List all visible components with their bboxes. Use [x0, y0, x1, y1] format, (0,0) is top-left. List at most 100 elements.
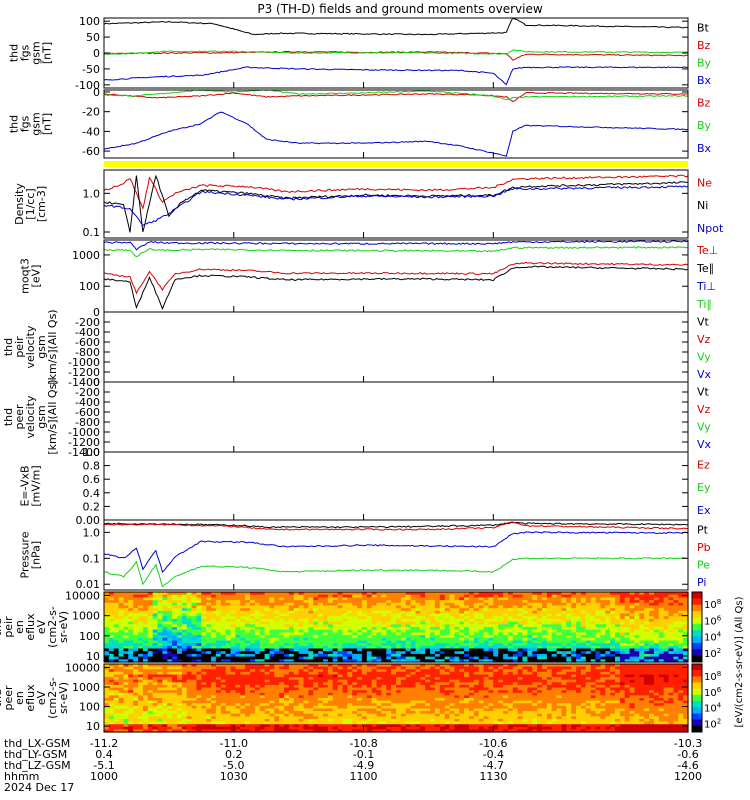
spectrogram-cell [259, 618, 266, 623]
spectrogram-cell [220, 640, 227, 644]
spectrogram-cell [663, 613, 670, 617]
spectrogram-cell [318, 594, 324, 598]
spectrogram-cell [274, 721, 280, 725]
spectrogram-cell [293, 669, 300, 673]
spectrogram-cell [400, 645, 407, 650]
spectrogram-cell [177, 632, 183, 636]
spectrogram-cell [138, 656, 144, 660]
spectrogram-cell [230, 682, 236, 686]
spectrogram-cell [323, 705, 329, 709]
spectrogram-cell [206, 682, 212, 686]
spectrogram-cell [264, 643, 271, 647]
spectrogram-cell [537, 618, 543, 623]
spectrogram-cell [245, 700, 251, 704]
spectrogram-cell [279, 629, 285, 633]
spectrogram-cell [556, 627, 563, 631]
spectrogram-cell [634, 616, 640, 620]
spectrogram-cell [108, 621, 115, 625]
spectrogram-cell [240, 653, 246, 658]
spectrogram-cell [288, 605, 295, 609]
spectrogram-cell [454, 624, 460, 628]
spectrogram-cell [653, 627, 660, 631]
spectrogram-cell [473, 608, 480, 612]
spectrogram-cell [327, 682, 334, 686]
spectrogram-cell [347, 624, 353, 628]
spectrogram-cell [556, 659, 563, 663]
spectrogram-cell [561, 656, 567, 660]
spectrogram-cell [162, 716, 168, 720]
spectrogram-cell [201, 669, 207, 673]
spectrogram-cell [619, 629, 626, 633]
spectrogram-cell [619, 621, 626, 625]
spectrogram-cell [352, 637, 358, 642]
spectrogram-cell [303, 608, 309, 612]
spectrogram-cell [561, 648, 567, 652]
spectrogram-cell [352, 677, 358, 681]
spectrogram-cell [133, 592, 139, 596]
spectrogram-cell [352, 700, 358, 704]
spectrogram-cell [206, 640, 212, 644]
panel-frame [103, 451, 689, 521]
spectrogram-cell [264, 708, 271, 712]
spectrogram-cell [177, 640, 183, 644]
spectrogram-cell [191, 716, 198, 720]
spectrogram-cell [138, 659, 144, 663]
spectrogram-cell [206, 629, 212, 633]
spectrogram-cell [507, 659, 514, 663]
spectrogram-cell [274, 692, 280, 696]
spectrogram-cell [522, 613, 528, 617]
spectrogram-cell [118, 629, 125, 633]
spectrogram-cell [668, 613, 674, 617]
spectrogram-cell [668, 602, 674, 607]
spectrogram-cell [240, 721, 246, 725]
spectrogram-cell [546, 645, 553, 650]
spectrogram-cell [220, 637, 227, 642]
spectrogram-cell [507, 640, 514, 644]
spectrogram-cell [527, 659, 533, 663]
spectrogram-cell [410, 616, 417, 620]
spectrogram-cell [434, 594, 441, 598]
spectrogram-cell [405, 592, 412, 596]
spectrogram-cell [269, 627, 275, 631]
spectrogram-cell [186, 716, 193, 720]
spectrogram-cell [653, 613, 660, 617]
spectrogram-cell [259, 713, 266, 717]
spectrogram-cell [361, 651, 368, 655]
spectrogram-cell [220, 666, 227, 670]
spectrogram-cell [298, 616, 305, 620]
spectrogram-cell [464, 637, 470, 642]
legend-ne: Ne [697, 176, 712, 189]
spectrogram-cell [366, 605, 373, 609]
spectrogram-cell [128, 621, 134, 625]
spectrogram-cell [498, 597, 504, 601]
spectrogram-cell [206, 592, 212, 596]
spectrogram-cell [157, 695, 163, 699]
spectrogram-cell [133, 716, 139, 720]
spectrogram-cell [181, 716, 188, 720]
spectrogram-cell [449, 610, 455, 615]
spectrogram-cell [556, 597, 563, 601]
spectrogram-cell [123, 682, 129, 686]
spectrogram-cell [342, 653, 348, 658]
spectrogram-cell [230, 610, 236, 615]
spectrogram-cell [444, 637, 451, 642]
spectrogram-cell [425, 653, 431, 658]
spectrogram-cell [610, 600, 616, 604]
spectrogram-cell [162, 682, 168, 686]
spectrogram-cell [396, 635, 402, 639]
spectrogram-cell [133, 643, 139, 647]
y-axis-label: thdpeirvelocitygsm[km/s](All Qs) [2, 309, 59, 384]
spectrogram-cell [138, 716, 144, 720]
spectrogram-cell [284, 690, 290, 694]
spectrogram-cell [235, 687, 241, 691]
spectrogram-cell [318, 700, 324, 704]
spectrogram-cell [357, 713, 363, 717]
spectrogram-cell [240, 602, 246, 607]
legend-bt: Bt [697, 22, 710, 35]
spectrogram-cell [459, 624, 465, 628]
spectrogram-cell [128, 635, 134, 639]
spectrogram-cell [230, 613, 236, 617]
spectrogram-cell [167, 627, 173, 631]
spectrogram-cell [517, 659, 524, 663]
spectrogram-cell [327, 602, 334, 607]
